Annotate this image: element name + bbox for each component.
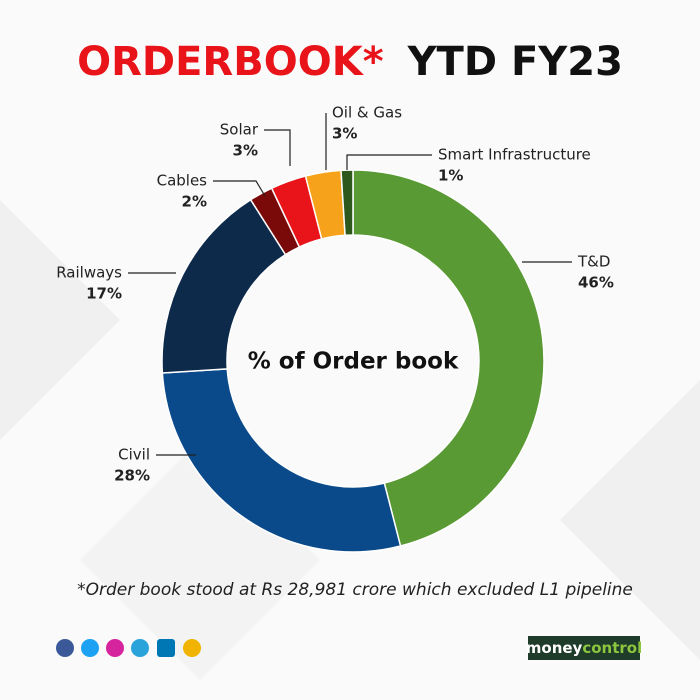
value-label: 1%: [438, 167, 463, 185]
bg-shape: [0, 200, 120, 440]
donut-segment: [352, 169, 545, 547]
category-label: Cables: [157, 172, 208, 190]
labels: T&D 46% Civil 28% Railways 17% Cables 2% Solar 3%…: [56, 104, 614, 485]
value-label: 28%: [114, 467, 150, 485]
leader-line: [213, 180, 266, 197]
chart-title: ORDERBOOK* YTD FY23: [77, 39, 623, 85]
donut-segment: [161, 368, 402, 553]
icon[interactable]: [183, 639, 201, 657]
bg-shape: [560, 380, 700, 660]
donut: [161, 169, 545, 553]
icon[interactable]: [157, 639, 175, 657]
title-highlight: ORDERBOOK*: [77, 39, 384, 85]
brand-text: moneycontrol: [526, 639, 642, 657]
leader-line: [264, 129, 291, 166]
value-label: 3%: [233, 142, 258, 160]
category-label: T&D: [577, 253, 610, 271]
donut-segment: [340, 169, 354, 237]
value-label: 2%: [182, 193, 207, 211]
social-icons: [56, 639, 201, 657]
icon[interactable]: [106, 639, 124, 657]
value-label: 17%: [86, 285, 122, 303]
title-rest: YTD FY23: [407, 39, 623, 85]
value-label: 46%: [578, 274, 614, 292]
brand-logo[interactable]: [528, 636, 640, 660]
category-label: Railways: [56, 264, 122, 282]
value-label: 3%: [332, 125, 357, 143]
category-label: Oil & Gas: [332, 104, 402, 122]
icon[interactable]: [131, 639, 149, 657]
brand-part: control: [582, 639, 642, 657]
center-label: % of Order book: [248, 349, 459, 375]
icon[interactable]: [56, 639, 74, 657]
category-label: Smart Infrastructure: [438, 146, 591, 164]
brand-part: money: [526, 639, 583, 657]
footnote: *Order book stood at Rs 28,981 crore whi…: [77, 580, 633, 600]
category-label: Solar: [220, 121, 259, 139]
leader-line: [346, 154, 432, 170]
icon[interactable]: [81, 639, 99, 657]
category-label: Civil: [118, 446, 150, 464]
